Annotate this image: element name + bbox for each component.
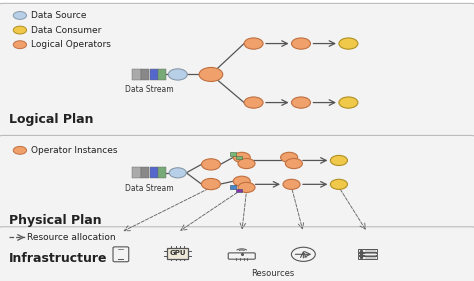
Text: Logical Plan: Logical Plan	[9, 113, 93, 126]
Circle shape	[283, 179, 300, 189]
FancyBboxPatch shape	[0, 227, 474, 281]
Text: Data Stream: Data Stream	[125, 85, 173, 94]
Circle shape	[238, 182, 255, 192]
Circle shape	[169, 168, 186, 178]
Circle shape	[339, 38, 358, 49]
Text: GPU: GPU	[170, 250, 186, 256]
Circle shape	[233, 152, 250, 162]
Text: Resource allocation: Resource allocation	[27, 233, 116, 242]
FancyBboxPatch shape	[0, 135, 474, 228]
Text: Resources: Resources	[251, 269, 294, 278]
Circle shape	[13, 26, 27, 34]
Text: Physical Plan: Physical Plan	[9, 214, 101, 227]
Circle shape	[330, 179, 347, 189]
Circle shape	[285, 158, 302, 169]
Circle shape	[238, 158, 255, 169]
Circle shape	[244, 38, 263, 49]
Circle shape	[244, 97, 263, 108]
Circle shape	[233, 176, 250, 186]
FancyBboxPatch shape	[0, 3, 474, 137]
Circle shape	[292, 38, 310, 49]
FancyBboxPatch shape	[158, 69, 166, 80]
Text: Data Stream: Data Stream	[125, 184, 173, 193]
Circle shape	[201, 159, 220, 170]
FancyBboxPatch shape	[141, 69, 149, 80]
FancyBboxPatch shape	[236, 156, 242, 159]
Circle shape	[168, 69, 187, 80]
Circle shape	[13, 12, 27, 19]
Circle shape	[201, 178, 220, 190]
Circle shape	[13, 146, 27, 154]
FancyBboxPatch shape	[141, 167, 149, 178]
FancyBboxPatch shape	[132, 167, 140, 178]
FancyBboxPatch shape	[230, 185, 236, 189]
FancyBboxPatch shape	[167, 248, 188, 259]
FancyBboxPatch shape	[230, 152, 236, 156]
Text: Logical Operators: Logical Operators	[31, 40, 111, 49]
Circle shape	[199, 67, 223, 81]
Text: Operator Instances: Operator Instances	[31, 146, 117, 155]
FancyBboxPatch shape	[149, 167, 157, 178]
FancyBboxPatch shape	[149, 69, 157, 80]
FancyBboxPatch shape	[236, 189, 242, 192]
FancyBboxPatch shape	[132, 69, 140, 80]
Circle shape	[13, 41, 27, 49]
Circle shape	[339, 97, 358, 108]
Circle shape	[281, 152, 298, 162]
Text: Infrastructure: Infrastructure	[9, 252, 107, 265]
Circle shape	[330, 155, 347, 166]
Text: Data Source: Data Source	[31, 11, 86, 20]
Text: Data Consumer: Data Consumer	[31, 26, 101, 35]
FancyBboxPatch shape	[158, 167, 166, 178]
Circle shape	[292, 97, 310, 108]
